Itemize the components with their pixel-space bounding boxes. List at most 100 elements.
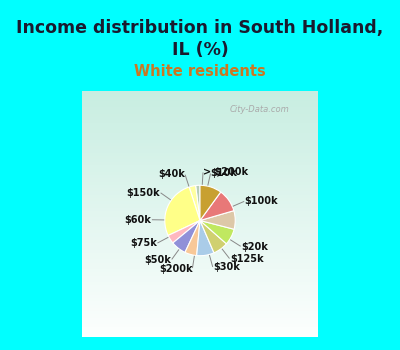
Text: $60k: $60k [124, 215, 151, 225]
Bar [70, 127, 330, 130]
Bar [70, 240, 330, 243]
Bar [70, 230, 330, 233]
Bar [70, 301, 330, 304]
Bar [70, 162, 330, 166]
Bar [70, 279, 330, 282]
Bar [70, 324, 330, 327]
Bar [318, 91, 330, 350]
Bar [70, 269, 330, 272]
Text: $10k: $10k [211, 168, 238, 178]
Bar [70, 282, 330, 285]
Bar [70, 149, 330, 153]
Bar [70, 318, 330, 321]
Bar [70, 304, 330, 308]
Bar [70, 208, 330, 211]
Bar [70, 195, 330, 198]
Bar [70, 185, 330, 188]
Bar [70, 201, 330, 204]
Bar [70, 285, 330, 288]
Bar [70, 120, 330, 124]
Bar [70, 188, 330, 191]
Bar [70, 182, 330, 185]
Bar [70, 214, 330, 217]
Bar [70, 220, 330, 224]
Bar [70, 130, 330, 133]
Wedge shape [200, 220, 234, 244]
Bar [70, 337, 330, 340]
Bar [70, 288, 330, 292]
Text: $75k: $75k [130, 238, 157, 248]
Bar [70, 308, 330, 311]
Wedge shape [200, 192, 234, 220]
Bar [70, 146, 330, 149]
Bar [70, 111, 330, 114]
Bar [70, 327, 330, 330]
Bar [70, 136, 330, 140]
Bar [70, 178, 330, 182]
Bar [70, 298, 330, 301]
Text: $50k: $50k [144, 255, 171, 265]
Bar [70, 340, 330, 344]
Text: $150k: $150k [126, 188, 160, 197]
Bar [70, 253, 330, 256]
Bar [70, 337, 330, 350]
Bar [70, 91, 82, 350]
Bar [70, 166, 330, 169]
Bar [70, 246, 330, 250]
Bar [70, 227, 330, 230]
Bar [70, 204, 330, 208]
Bar [70, 311, 330, 314]
Text: $125k: $125k [230, 254, 264, 264]
Bar [70, 321, 330, 324]
Bar [70, 143, 330, 146]
Bar [70, 191, 330, 195]
Text: $30k: $30k [213, 262, 240, 272]
Bar [70, 140, 330, 143]
Bar [70, 295, 330, 298]
Bar [70, 101, 330, 104]
Bar [70, 233, 330, 237]
Bar [70, 156, 330, 159]
Bar [70, 211, 330, 214]
Bar [70, 262, 330, 266]
Text: $100k: $100k [245, 196, 278, 206]
Text: $20k: $20k [241, 241, 268, 252]
Wedge shape [189, 186, 200, 220]
Bar [70, 217, 330, 220]
Bar [70, 330, 330, 334]
Bar [70, 272, 330, 275]
Bar [70, 175, 330, 178]
Bar [70, 117, 330, 120]
Text: > $200k: > $200k [203, 167, 248, 177]
Text: Income distribution in South Holland,
IL (%): Income distribution in South Holland, IL… [16, 19, 384, 60]
Text: City-Data.com: City-Data.com [230, 105, 290, 114]
Bar [70, 91, 330, 94]
Bar [70, 347, 330, 350]
Bar [70, 94, 330, 97]
Wedge shape [196, 185, 200, 220]
Wedge shape [200, 220, 226, 253]
Bar [70, 107, 330, 111]
Bar [70, 224, 330, 227]
Wedge shape [185, 220, 200, 256]
Bar [70, 169, 330, 172]
Bar [70, 198, 330, 201]
Bar [70, 314, 330, 318]
Bar [70, 172, 330, 175]
Wedge shape [197, 220, 214, 256]
Bar [70, 292, 330, 295]
Bar [70, 114, 330, 117]
Text: White residents: White residents [134, 64, 266, 79]
Text: $200k: $200k [159, 264, 192, 274]
Bar [70, 153, 330, 156]
Wedge shape [173, 220, 200, 252]
Bar [70, 159, 330, 162]
Bar [70, 334, 330, 337]
Bar [70, 250, 330, 253]
Bar [70, 133, 330, 136]
Wedge shape [200, 185, 221, 220]
Bar [70, 259, 330, 262]
Bar [70, 266, 330, 269]
Bar [70, 104, 330, 107]
Wedge shape [168, 220, 200, 243]
